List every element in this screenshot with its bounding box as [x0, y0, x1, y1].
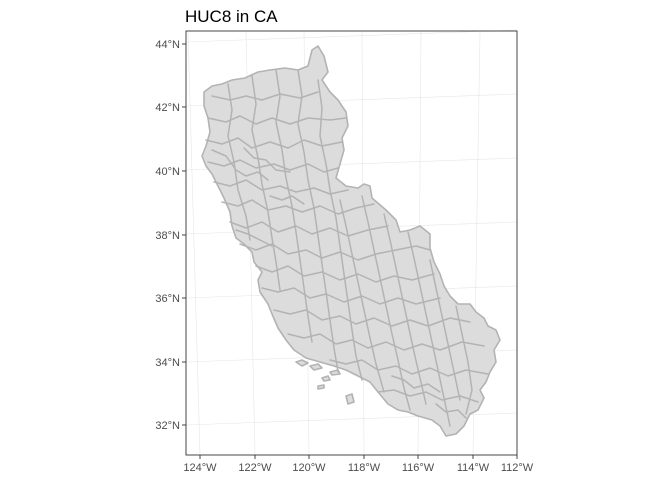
huc8-boundaries [205, 69, 489, 427]
lon-tick-label: 112°W [501, 462, 534, 474]
island [317, 384, 325, 390]
island [321, 375, 331, 382]
island [295, 359, 309, 367]
lat-tick-label: 34°N [155, 357, 180, 369]
panel-border [185, 30, 518, 456]
longitude-axis: 124°W 122°W 120°W 118°W 116°W 114°W 112°… [183, 455, 534, 474]
lon-tick-label: 122°W [238, 462, 272, 474]
lat-tick-label: 42°N [155, 102, 180, 114]
lon-tick-label: 124°W [183, 462, 217, 474]
lon-tick-label: 116°W [402, 462, 435, 474]
island [309, 363, 323, 371]
lon-tick-label: 120°W [292, 462, 326, 474]
huc8-regions [201, 45, 501, 437]
lat-tick-label: 36°N [155, 293, 180, 305]
lon-tick-label: 114°W [457, 462, 490, 474]
map-title: HUC8 in CA [185, 7, 278, 26]
lat-tick-label: 44°N [155, 39, 180, 51]
lat-tick-label: 32°N [155, 420, 180, 432]
latitude-axis: 44°N 42°N 40°N 38°N 36°N 34°N 32°N [155, 39, 186, 432]
lat-tick-label: 38°N [155, 230, 180, 242]
lon-tick-label: 118°W [348, 462, 381, 474]
lat-tick-label: 40°N [155, 166, 180, 178]
island [345, 393, 355, 405]
